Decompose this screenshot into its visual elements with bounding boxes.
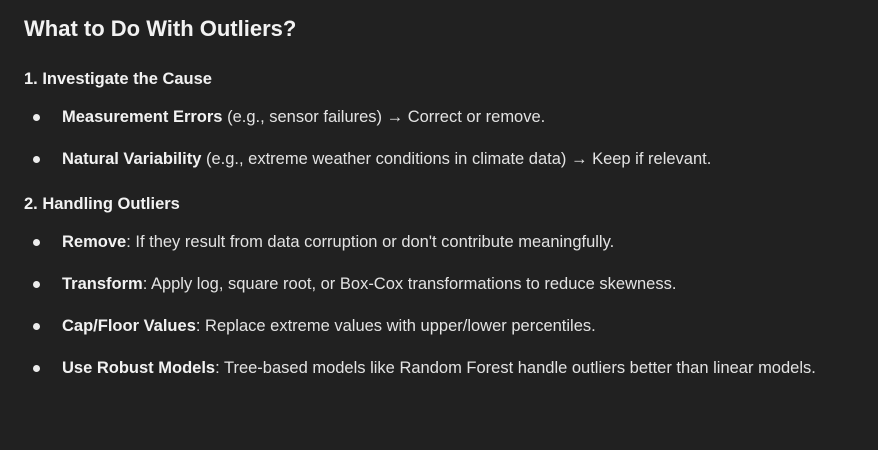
bullet-icon [33, 114, 40, 121]
list-item: Use Robust Models: Tree-based models lik… [24, 352, 862, 384]
investigate-list: Measurement Errors (e.g., sensor failure… [24, 101, 878, 175]
item-term: Remove [62, 233, 127, 251]
list-item: Remove: If they result from data corrupt… [24, 226, 862, 258]
item-term: Natural Variability [62, 150, 202, 168]
item-text: (e.g., extreme weather conditions in cli… [201, 150, 712, 168]
bullet-icon [33, 239, 40, 246]
item-text: : Apply log, square root, or Box-Cox tra… [142, 275, 677, 293]
item-term: Measurement Errors [62, 108, 223, 126]
list-item: Natural Variability (e.g., extreme weath… [24, 143, 862, 175]
list-item: Measurement Errors (e.g., sensor failure… [24, 101, 862, 133]
handling-list: Remove: If they result from data corrupt… [24, 226, 878, 384]
section-heading-investigate: 1. Investigate the Cause [24, 70, 212, 88]
list-item: Cap/Floor Values: Replace extreme values… [24, 310, 862, 342]
item-text: : Replace extreme values with upper/lowe… [195, 317, 596, 335]
bullet-icon [33, 365, 40, 372]
bullet-icon [33, 156, 40, 163]
page-title: What to Do With Outliers? [24, 16, 297, 41]
item-text: : Tree-based models like Random Forest h… [215, 359, 816, 377]
item-text: (e.g., sensor failures) → Correct or rem… [222, 108, 546, 126]
list-item: Transform: Apply log, square root, or Bo… [24, 268, 862, 300]
message-content: What to Do With Outliers? 1. Investigate… [24, 16, 878, 384]
item-term: Transform [62, 275, 143, 293]
item-text: : If they result from data corruption or… [126, 233, 615, 251]
bullet-icon [33, 281, 40, 288]
item-term: Cap/Floor Values [62, 317, 196, 335]
bullet-icon [33, 323, 40, 330]
item-term: Use Robust Models [62, 359, 216, 377]
section-heading-handling: 2. Handling Outliers [24, 195, 180, 213]
